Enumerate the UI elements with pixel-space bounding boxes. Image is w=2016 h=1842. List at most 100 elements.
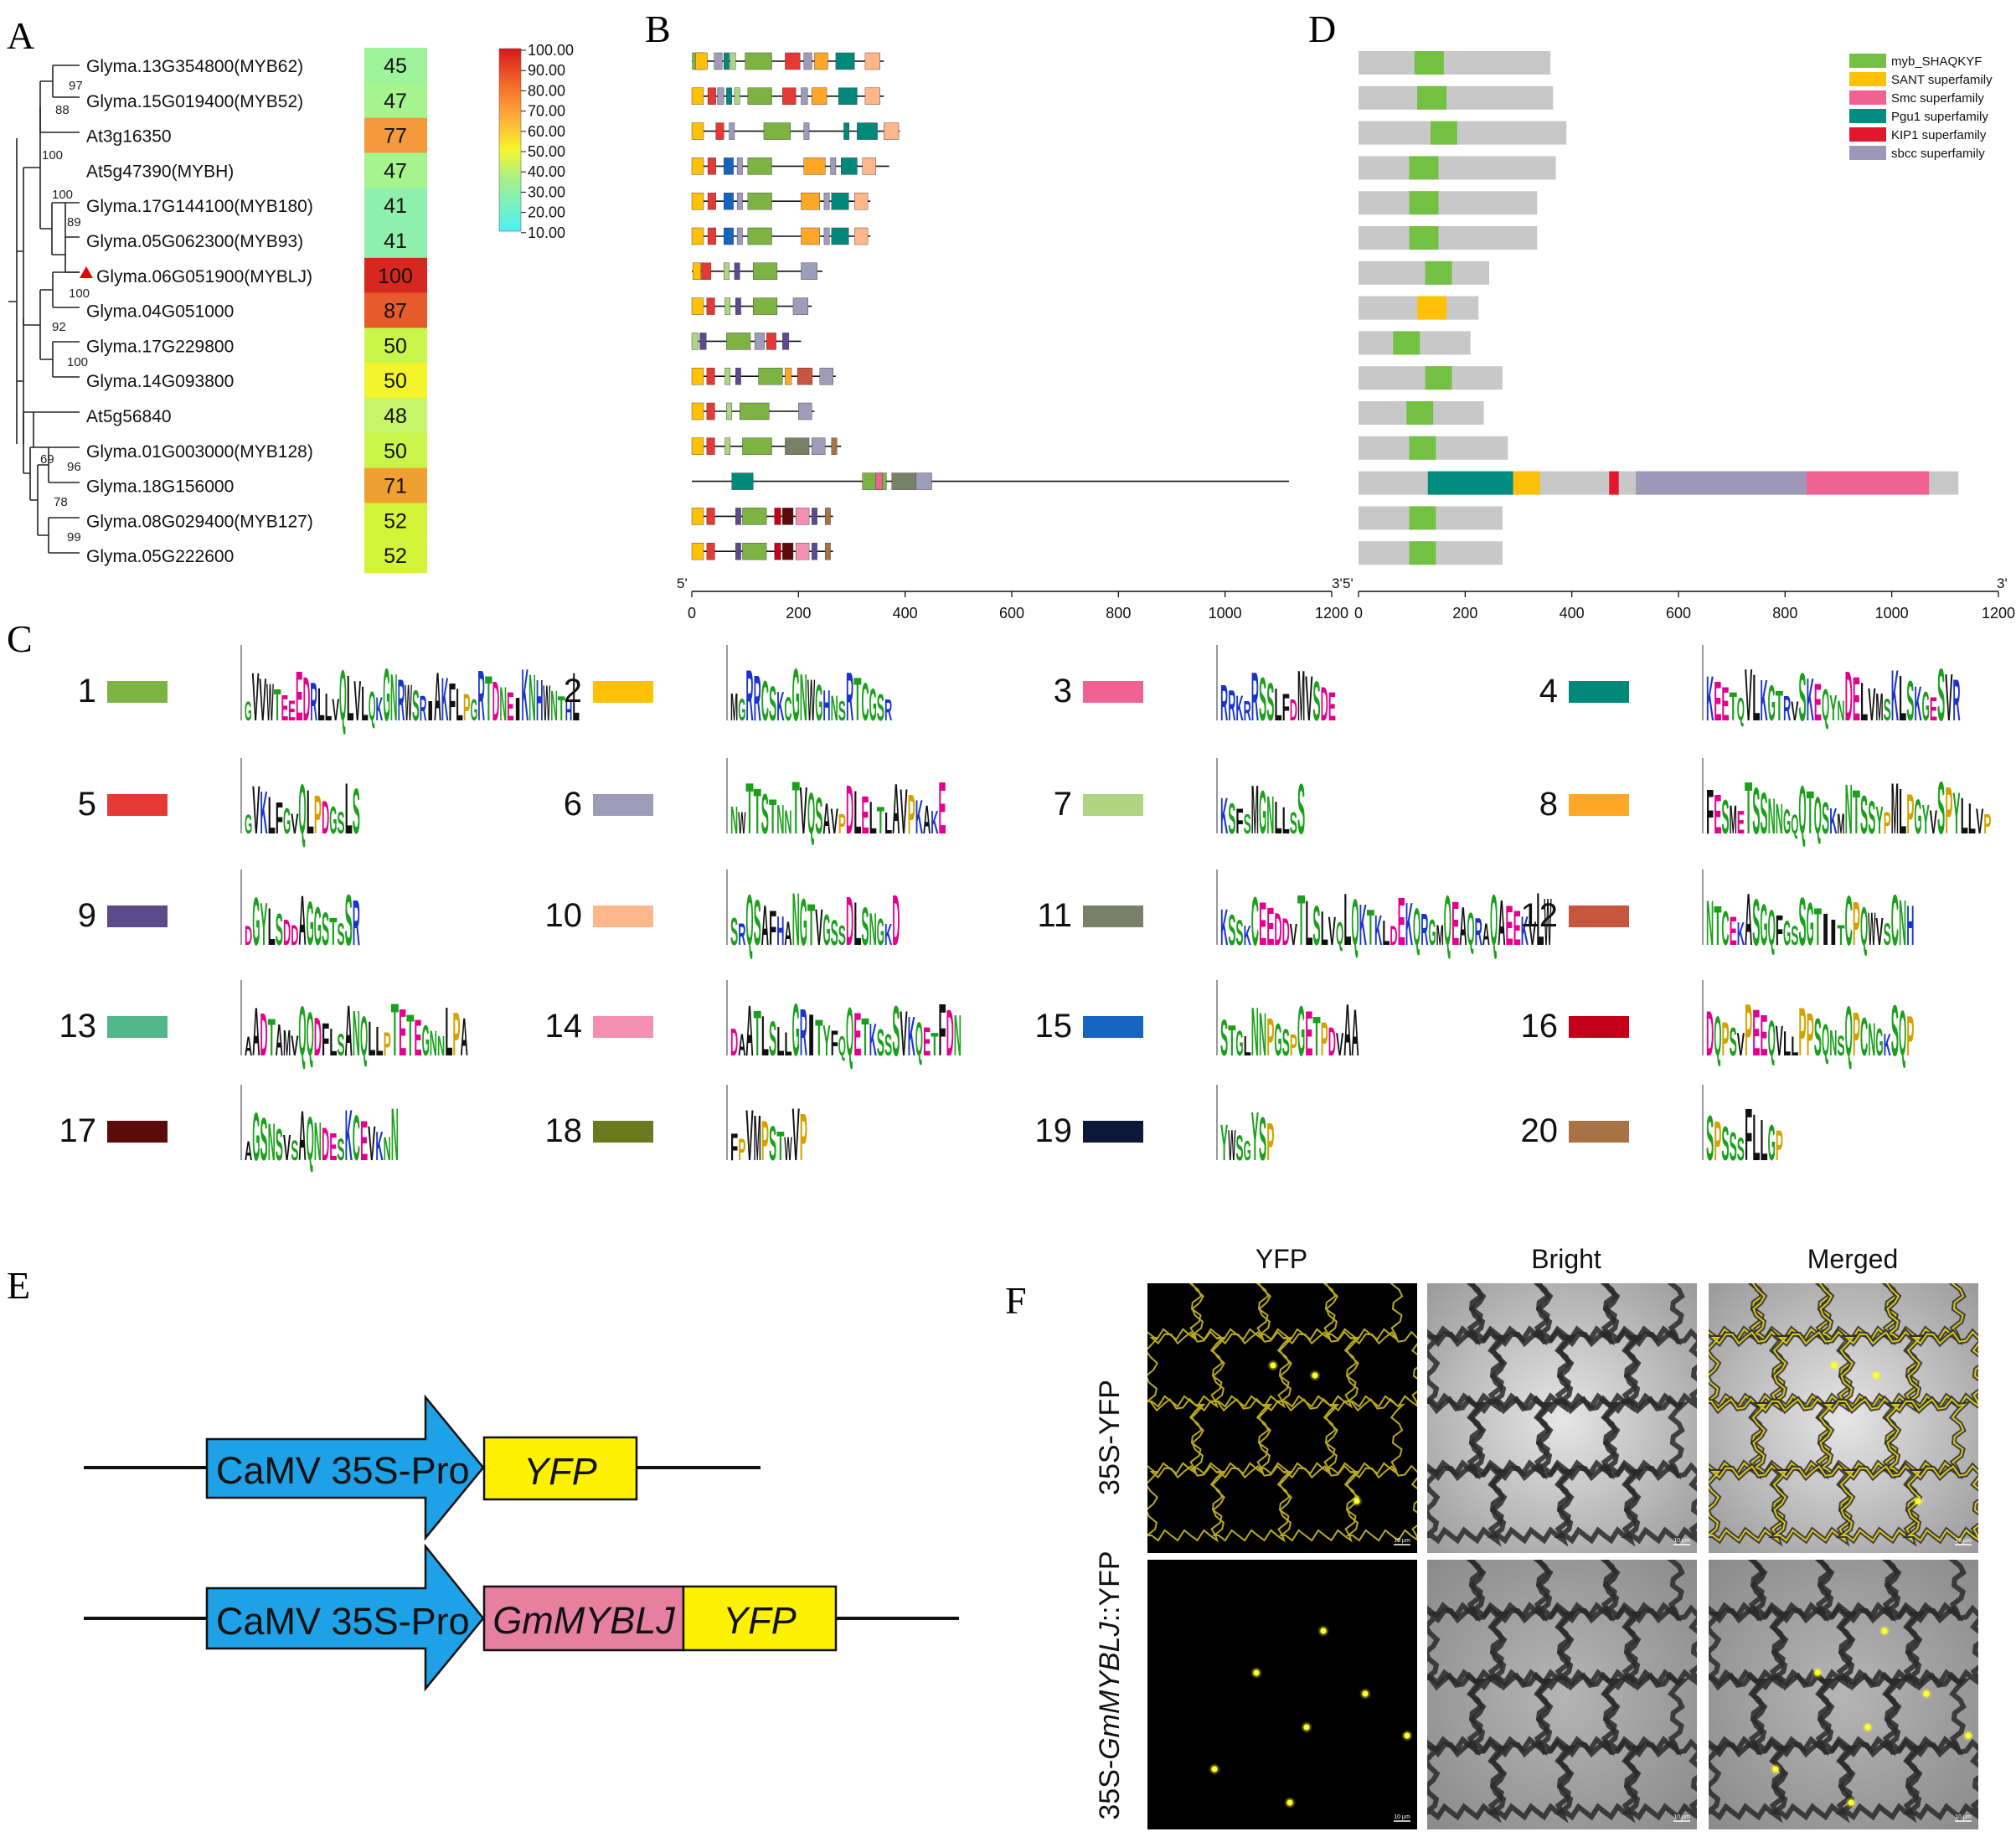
logo-letter: T [769, 789, 776, 844]
logo-letter: N [1829, 1022, 1837, 1063]
construct-35s-yfp: CaMV 35S-Pro YFP [84, 1394, 761, 1541]
motif-box [707, 192, 716, 210]
logo-letter: D [946, 998, 954, 1071]
logo-letter: Q [745, 880, 753, 961]
logo-letter: S [1937, 653, 1945, 737]
logo-letter: V [792, 1092, 800, 1177]
axis-tick-label: 800 [1106, 605, 1131, 622]
motif-box [782, 543, 794, 560]
domain-length-axis: 0 200 400 600 800 1000 1200 5' 3' [1343, 575, 2015, 622]
logo-letter: K [869, 1015, 877, 1065]
colorbar-tick-label: 40.00 [528, 163, 565, 180]
logo-letter: Q [360, 1004, 368, 1068]
logo-letter: I [426, 695, 434, 726]
logo-letter: E [1505, 894, 1513, 957]
bootstrap-value: 100 [42, 148, 63, 163]
domain-box [1425, 261, 1452, 285]
row-label-35s-gmmyblj-yfp: 35S-GmMYBLJ::YFP [1094, 1550, 1126, 1819]
logo-letter: W [405, 673, 412, 731]
logo-letter: T [745, 769, 753, 849]
logo-letter: S [730, 911, 738, 954]
axis-tick-label: 400 [893, 605, 918, 622]
logo-letter: L [1536, 877, 1544, 962]
logo-letter: S [1730, 1125, 1737, 1169]
logo-letter: Y [1829, 687, 1837, 728]
motif-number: 18 [545, 1112, 583, 1149]
logo-letter: S [260, 1107, 267, 1174]
panel-label-e: E [7, 1264, 30, 1307]
motif-box [795, 508, 810, 525]
logo-letter: V [831, 802, 838, 841]
expression-heatmap: 45 47 77 47 41 41 100 87 50 50 48 50 71 52 52 [364, 48, 427, 574]
motif-box [785, 52, 801, 70]
logo-letter: S [337, 917, 344, 952]
logo-letter: Q [339, 656, 347, 736]
logo-letter: W [1868, 904, 1875, 956]
logo-letter: C [761, 669, 769, 733]
logo-letter: S [769, 1011, 776, 1065]
logo-letter: G [800, 885, 807, 960]
logo-letter: M [283, 1022, 291, 1063]
panel-label-f: F [1005, 1279, 1027, 1322]
nucleus-core [1923, 1690, 1930, 1697]
logo-letter: D [1274, 905, 1281, 955]
logo-letter: G [1428, 911, 1436, 952]
logo-letter: G [252, 1098, 260, 1174]
motif-box [785, 437, 810, 455]
logo-letter: G [383, 653, 390, 737]
motif-color-swatch [1569, 794, 1629, 816]
row-label-suffix: ::YFP [1094, 1550, 1126, 1622]
logo-letter: L [853, 778, 861, 847]
logo-letter: S [884, 1029, 892, 1063]
motif-logo-panel: 1G V V W T E E E D R L L V Q L V L Q K G N R W S R I A K F L P G R T D N E I K… [59, 645, 1991, 1177]
logo-letter: A [1351, 998, 1359, 1071]
logo-letter: N [384, 1131, 391, 1168]
logo-letter: L [1343, 879, 1351, 961]
motif-box [699, 333, 707, 350]
motif-box [691, 402, 704, 421]
logo-letter: G [815, 673, 822, 731]
logo-letter: F [831, 1024, 838, 1063]
logo-letter: S [861, 898, 869, 957]
logo-letter: G [869, 680, 877, 730]
logo-letter: D [846, 771, 853, 849]
logo-letter: S [1259, 665, 1266, 734]
logo-letter: E [1760, 1004, 1767, 1068]
logo-letter: K [1829, 800, 1837, 841]
micrograph-yfp: 10 μm [1147, 1560, 1417, 1829]
logo-letter: G [822, 906, 830, 954]
logo-letter: G [1768, 675, 1776, 731]
motif-box [857, 122, 878, 140]
panel-label-b: B [645, 8, 671, 50]
logo-letter: K [1235, 689, 1243, 728]
logo-letter: P [1884, 806, 1891, 840]
motif-box [729, 122, 735, 140]
logo-letter: D [245, 921, 252, 951]
logo-letter: Q [1791, 809, 1798, 839]
gene-label: Glyma.18G156000 [86, 477, 234, 497]
logo-letter: V [291, 1029, 298, 1062]
logo-letter: Q [307, 999, 314, 1070]
motif-box [803, 122, 810, 140]
gene-label: Glyma.17G229800 [86, 337, 234, 356]
motif-number: 19 [1035, 1112, 1073, 1149]
motif-box [812, 508, 817, 525]
logo-letter: I [807, 1003, 815, 1069]
logo-letter: G [1807, 891, 1814, 958]
motif-box [774, 508, 781, 525]
bootstrap-value: 78 [54, 495, 68, 509]
motif-box [824, 543, 831, 560]
logo-letter: P [1906, 1004, 1914, 1068]
logo-letter: G [1783, 913, 1791, 952]
motif-box [798, 402, 812, 421]
logo-letter: S [1721, 791, 1729, 844]
motif-box [691, 333, 699, 350]
heatmap-cell [364, 363, 427, 399]
motif-box [724, 227, 734, 245]
motif-color-swatch [1083, 794, 1143, 816]
gene-label: At3g16350 [86, 127, 172, 147]
colorbar-tick-label: 90.00 [528, 62, 565, 79]
logo-letter: D [892, 881, 900, 961]
logo-letter: Q [1351, 887, 1359, 960]
logo-letter: T [1853, 777, 1860, 848]
